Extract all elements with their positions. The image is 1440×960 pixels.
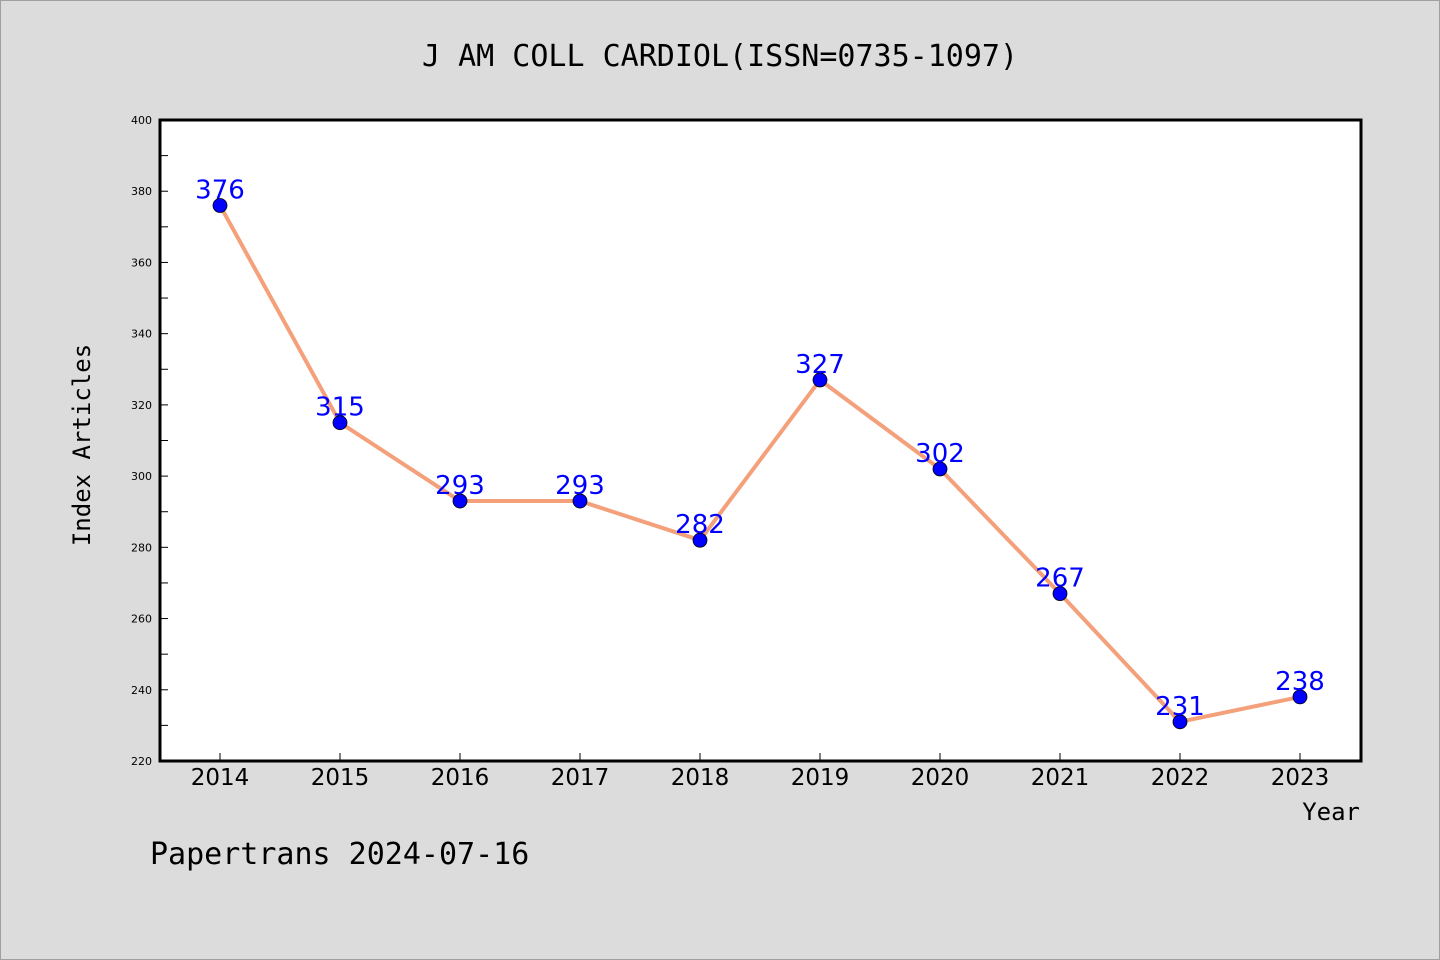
x-tick-label: 2022 [1151, 765, 1210, 791]
y-axis: 220 240 260 280 300 320 340 360 380 400 [131, 114, 168, 768]
data-label: 282 [675, 510, 725, 540]
y-axis-label: Index Articles [68, 344, 96, 546]
y-tick-label: 300 [131, 470, 152, 483]
data-point [692, 532, 708, 548]
data-label: 238 [1275, 667, 1325, 697]
data-label: 231 [1155, 692, 1205, 722]
data-label: 293 [435, 471, 485, 501]
y-tick-label: 400 [131, 114, 152, 127]
data-point [1292, 689, 1308, 705]
x-tick-label: 2019 [791, 765, 850, 791]
x-tick-label: 2023 [1271, 765, 1330, 791]
x-tick-label: 2015 [311, 765, 370, 791]
data-label: 376 [195, 175, 245, 205]
chart-title: J AM COLL CARDIOL(ISSN=0735-1097) [422, 39, 1018, 74]
x-tick-label: 2021 [1031, 765, 1090, 791]
x-tick-label: 2018 [671, 765, 730, 791]
x-tick-label: 2016 [431, 765, 490, 791]
data-label: 302 [915, 439, 965, 469]
data-point [1052, 586, 1068, 602]
x-tick-label: 2017 [551, 765, 610, 791]
y-tick-label: 220 [131, 755, 152, 768]
x-axis: 2014 2015 2016 2017 2018 2019 2020 2021 2022 2023 [191, 753, 1330, 791]
y-tick-label: 260 [131, 613, 152, 626]
data-label: 293 [555, 471, 605, 501]
series-line [218, 204, 1301, 724]
x-axis-label: Year [1302, 798, 1360, 826]
y-tick-label: 380 [131, 185, 152, 198]
data-point [332, 415, 348, 431]
y-tick-label: 280 [131, 541, 152, 554]
y-tick-label: 360 [131, 256, 152, 269]
series-layer: 376 315 293 293 282 327 302 267 231 238 [195, 175, 1325, 730]
y-tick-label: 340 [131, 328, 152, 341]
data-point [812, 372, 828, 388]
x-tick-label: 2020 [911, 765, 970, 791]
footer-credit: Papertrans 2024-07-16 [150, 837, 529, 872]
data-point [1172, 714, 1188, 730]
plot-area [158, 118, 1363, 763]
data-point [572, 493, 588, 509]
data-point [932, 461, 948, 477]
x-tick-label: 2014 [191, 765, 250, 791]
data-label: 315 [315, 393, 365, 423]
data-point [212, 198, 228, 213]
data-label: 327 [795, 350, 845, 380]
data-point [452, 493, 468, 509]
data-label: 267 [1035, 564, 1085, 594]
y-tick-label: 320 [131, 399, 152, 412]
y-tick-label: 240 [131, 684, 152, 697]
